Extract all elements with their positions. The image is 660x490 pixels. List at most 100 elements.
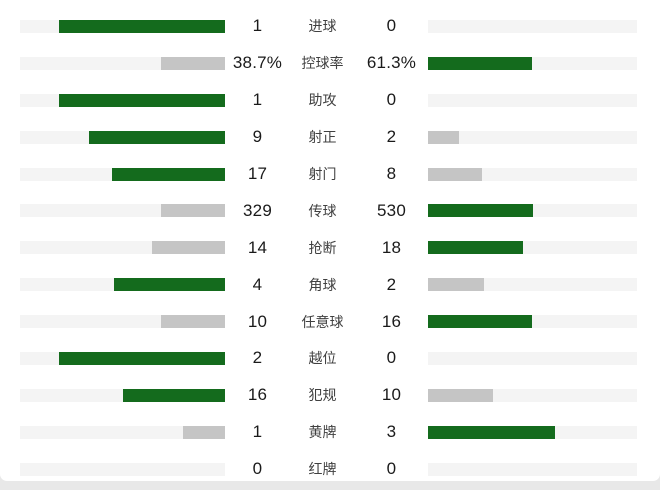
left-value: 10 (247, 311, 268, 331)
right-bar-track (428, 56, 637, 70)
stat-row: 1 黄牌 3 (0, 414, 660, 451)
right-bar-fill (428, 388, 494, 402)
right-value: 2 (386, 274, 397, 294)
stat-label: 越位 (308, 350, 337, 367)
right-bar-track (428, 130, 637, 144)
left-bar-track (20, 241, 225, 255)
right-bar-track (428, 425, 637, 439)
right-bar-fill (428, 278, 485, 292)
right-bar-track (428, 167, 637, 181)
right-bar-track (428, 278, 637, 292)
left-value: 9 (252, 127, 263, 147)
left-bar-fill (183, 425, 225, 439)
stat-label: 犯规 (308, 387, 337, 404)
stat-label: 控球率 (301, 55, 344, 72)
right-value: 2 (386, 127, 397, 147)
stat-label: 红牌 (308, 461, 337, 478)
stat-row: 1 进球 0 (0, 8, 660, 45)
right-bar-track (428, 204, 637, 218)
right-value: 61.3% (366, 53, 417, 73)
right-bar-fill (428, 56, 532, 70)
right-bar-track (428, 19, 637, 33)
left-value: 17 (247, 164, 268, 183)
stat-label: 黄牌 (308, 424, 337, 441)
right-value: 16 (381, 311, 402, 331)
left-bar-track (20, 19, 225, 33)
stat-label: 进球 (308, 18, 337, 35)
left-bar-fill (58, 93, 225, 107)
left-bar-fill (161, 315, 225, 329)
left-value: 329 (243, 200, 272, 220)
stat-label: 射正 (308, 129, 337, 146)
right-bar-track (428, 93, 637, 107)
right-bar-track (428, 388, 637, 402)
right-bar-track (428, 241, 637, 255)
left-value: 4 (252, 274, 263, 294)
left-value: 38.7% (232, 53, 283, 73)
right-bar-fill (428, 241, 524, 255)
right-value: 0 (386, 348, 397, 368)
left-bar-fill (122, 388, 225, 402)
stat-label: 角球 (308, 276, 337, 293)
stat-label: 任意球 (301, 313, 344, 330)
left-bar-track (20, 351, 225, 365)
left-bar-track (20, 167, 225, 181)
stat-row: 38.7% 控球率 61.3% (0, 45, 660, 82)
right-value: 3 (386, 422, 397, 442)
left-bar-track (20, 315, 225, 329)
stat-row: 16 犯规 10 (0, 377, 660, 414)
stat-row: 1 助攻 0 (0, 82, 660, 119)
right-bar-track (428, 351, 637, 365)
left-bar-track (20, 56, 225, 70)
stat-row: 10 任意球 16 (0, 303, 660, 340)
right-value: 0 (386, 16, 397, 36)
left-value: 0 (252, 459, 263, 479)
stat-label: 传球 (308, 202, 337, 219)
left-bar-fill (114, 278, 225, 292)
right-bar-fill (428, 315, 533, 329)
stat-row: 2 越位 0 (0, 340, 660, 377)
left-value: 14 (247, 237, 268, 257)
left-bar-track (20, 462, 225, 476)
left-value: 1 (252, 422, 263, 442)
right-bar-fill (428, 204, 533, 218)
right-bar-fill (428, 167, 483, 181)
right-value: 0 (386, 459, 397, 479)
left-bar-track (20, 130, 225, 144)
left-bar-track (20, 278, 225, 292)
left-bar-track (20, 425, 225, 439)
right-value: 10 (381, 385, 402, 405)
stat-label: 助攻 (308, 92, 337, 109)
left-bar-fill (161, 204, 225, 218)
left-bar-fill (58, 351, 225, 365)
left-bar-fill (160, 56, 225, 70)
left-bar-fill (152, 241, 225, 255)
right-value: 18 (381, 237, 402, 257)
right-value: 530 (377, 200, 406, 220)
left-bar-track (20, 388, 225, 402)
stat-row: 329 传球 530 (0, 192, 660, 229)
stat-row: 17 射门 8 (0, 156, 660, 193)
left-value: 1 (252, 16, 263, 36)
left-bar-track (20, 93, 225, 107)
left-value: 1 (252, 90, 263, 110)
right-value: 8 (386, 164, 397, 183)
right-bar-track (428, 315, 637, 329)
right-value: 0 (386, 90, 397, 110)
left-value: 16 (247, 385, 268, 405)
stat-label: 抢断 (308, 239, 337, 256)
right-bar-fill (428, 130, 459, 144)
left-bar-track (20, 204, 225, 218)
stat-label: 射门 (308, 166, 337, 182)
stat-row: 9 射正 2 (0, 119, 660, 156)
right-bar-fill (428, 425, 556, 439)
stat-row: 4 角球 2 (0, 266, 660, 303)
right-bar-track (428, 462, 637, 476)
left-value: 2 (252, 348, 263, 368)
stat-row: 14 抢断 18 (0, 229, 660, 266)
left-bar-fill (112, 167, 225, 181)
stat-row: 0 红牌 0 (0, 451, 660, 481)
left-bar-fill (58, 19, 225, 33)
